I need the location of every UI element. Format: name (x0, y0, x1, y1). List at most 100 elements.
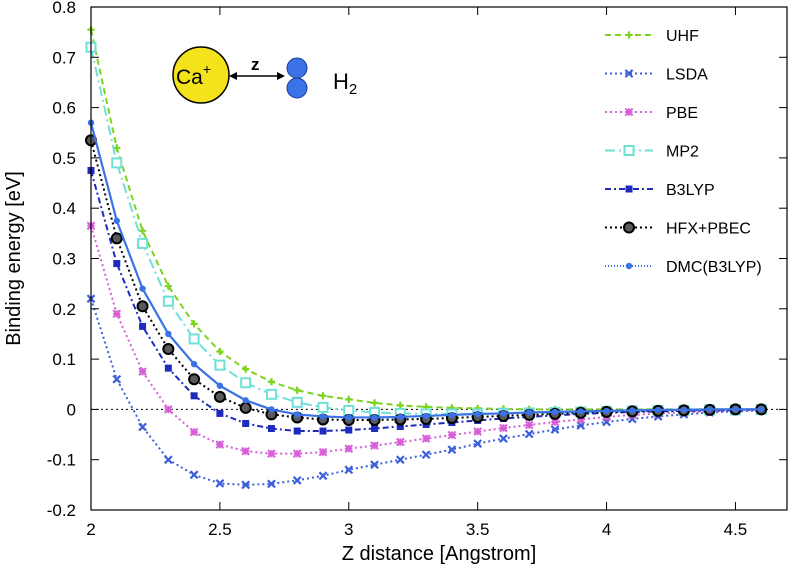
series-dmc-b3lyp- (87, 119, 765, 421)
data-point (654, 406, 662, 414)
data-point (550, 425, 560, 434)
data-point (138, 367, 147, 376)
data-point (371, 425, 379, 433)
data-point (112, 309, 122, 319)
data-point (473, 439, 483, 448)
data-point (162, 343, 175, 356)
data-point (136, 300, 149, 313)
data-point (242, 419, 250, 427)
data-point (138, 227, 147, 235)
data-point (138, 422, 147, 432)
data-point (344, 444, 354, 453)
data-point (215, 440, 225, 449)
data-point (216, 382, 224, 389)
y-tick-label: 0.6 (52, 99, 76, 118)
data-point (396, 423, 404, 431)
data-point (370, 441, 379, 450)
data-point (550, 417, 560, 427)
data-point (188, 373, 201, 386)
data-point (318, 471, 328, 481)
data-point (447, 445, 457, 455)
data-point (396, 437, 405, 447)
data-point (292, 475, 302, 485)
y-tick-label: 0.7 (52, 48, 76, 67)
data-point (345, 414, 352, 421)
hydrogen-atom-top-icon (286, 57, 308, 79)
legend-item: DMC(B3LYP) (605, 259, 762, 276)
data-point (240, 377, 252, 389)
data-point (345, 426, 353, 434)
data-point (499, 423, 508, 433)
data-point (629, 407, 636, 414)
molecule-label: H2 (333, 69, 357, 98)
data-point (291, 396, 303, 408)
data-point (758, 406, 765, 413)
legend: UHF LSDA PBE MP2 B3LYP HFX+PBEC DMC(B3LYP) (605, 28, 762, 276)
x-tick-label: 4 (602, 520, 611, 539)
series-line (90, 298, 762, 486)
data-point (625, 31, 633, 39)
data-point (112, 374, 122, 384)
arrow-head-left (229, 72, 237, 80)
data-point (163, 455, 173, 465)
data-point (603, 407, 610, 415)
series-line (90, 170, 762, 433)
data-point (213, 390, 226, 403)
x-tick-label: 3.5 (466, 520, 490, 539)
data-point (162, 295, 174, 307)
data-point (292, 449, 302, 458)
data-point (318, 447, 328, 457)
data-point (113, 260, 121, 268)
data-point (623, 145, 635, 156)
series-lsda (86, 294, 766, 490)
data-point (267, 479, 276, 489)
y-tick-label: 0.8 (52, 0, 76, 17)
data-point (422, 412, 430, 420)
data-point (268, 406, 275, 413)
data-point (524, 429, 534, 439)
legend-item: HFX+PBEC (605, 221, 751, 238)
data-point (625, 185, 633, 193)
axis-ticks: 2 2.5 3 3.5 4 4.5 -0.2 -0.1 0 0.1 0.2 0.3 0.4 0.5 0.6 0… (47, 0, 787, 539)
data-point (732, 406, 739, 413)
legend-label: MP2 (666, 144, 699, 161)
data-point (319, 413, 327, 420)
legend-item: B3LYP (605, 182, 715, 199)
data-point (113, 217, 120, 224)
y-tick-label: 0.1 (52, 350, 76, 369)
data-point (239, 401, 252, 414)
data-point (293, 427, 301, 435)
data-point (241, 480, 251, 490)
y-tick-label: -0.2 (47, 501, 76, 520)
data-point (242, 397, 249, 404)
data-point (623, 221, 635, 234)
legend-label: B3LYP (666, 182, 715, 199)
y-tick-label: -0.1 (47, 451, 76, 470)
data-point (624, 107, 634, 117)
data-point (474, 410, 481, 418)
data-point (165, 330, 172, 338)
legend-label: UHF (666, 28, 699, 45)
data-point (190, 392, 198, 400)
series-hfx-pbec (85, 134, 768, 426)
data-point (294, 411, 301, 418)
data-point (267, 425, 275, 433)
series-fit-line (89, 122, 762, 419)
data-point (500, 410, 507, 417)
data-point (625, 262, 633, 270)
data-point (317, 401, 329, 413)
data-point (319, 427, 327, 435)
y-tick-label: 0 (67, 400, 76, 419)
data-point (421, 450, 431, 460)
data-point (293, 386, 301, 394)
data-point (190, 360, 198, 368)
data-point (267, 449, 276, 458)
data-point (215, 478, 225, 488)
data-point (448, 411, 456, 419)
data-point (110, 232, 123, 245)
x-tick-label: 2.5 (208, 520, 232, 539)
legend-item: MP2 (605, 144, 699, 161)
x-tick-label: 3 (344, 520, 353, 539)
series-line (90, 47, 762, 415)
